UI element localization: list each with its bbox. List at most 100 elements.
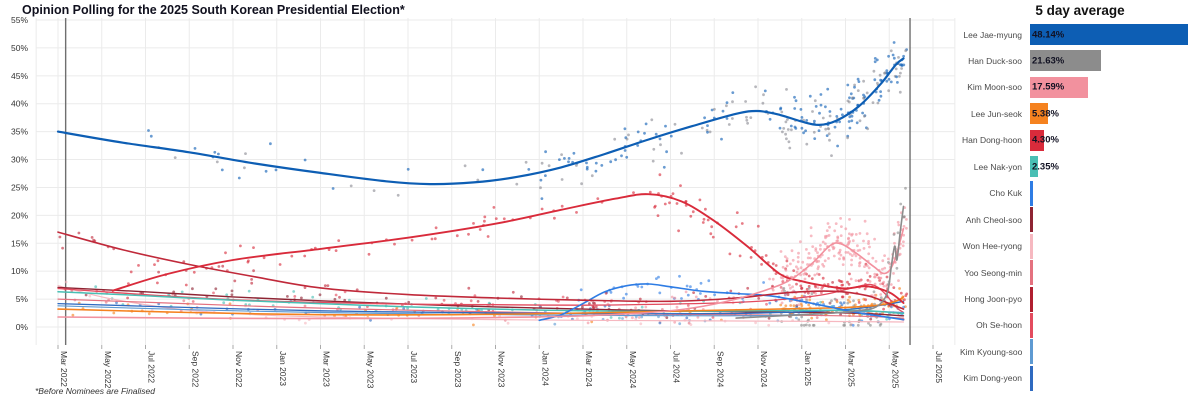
scatter-lee-jae-myung <box>147 41 908 201</box>
average-bar <box>1030 24 1188 45</box>
candidate-name: Oh Se-hoon <box>976 320 1022 331</box>
candidate-name: Han Duck-soo <box>968 55 1022 66</box>
average-bar <box>1030 260 1033 286</box>
x-tick-label: Jul 2024 <box>672 351 682 383</box>
average-value: 48.14% <box>1032 29 1065 40</box>
candidate-name: Lee Jun-seok <box>970 108 1022 119</box>
x-tick-label: Sep 2024 <box>715 351 725 388</box>
legend-row-han-duck-soo[interactable]: Han Duck-soo 21.63% <box>960 47 1200 74</box>
x-tick-label: Jul 2022 <box>147 351 157 383</box>
candidate-name: Lee Nak-yon <box>973 161 1022 172</box>
x-tick-label: Jul 2023 <box>409 351 419 383</box>
y-tick-label: 55% <box>11 15 28 25</box>
legend-row-lee-jae-myung[interactable]: Lee Jae-myung 48.14% <box>960 21 1200 48</box>
trend-line-lee-jae-myung <box>56 57 905 186</box>
legend-row-kim-kyoung-soo[interactable]: Kim Kyoung-soo <box>960 338 1200 365</box>
five-day-average-panel: 5 day average Lee Jae-myung 48.14% Han Duc… <box>960 0 1200 400</box>
average-bar <box>1030 365 1033 391</box>
y-tick-label: 0% <box>16 322 29 332</box>
average-bar <box>1030 233 1033 259</box>
legend-row-cho-kuk[interactable]: Cho Kuk <box>960 180 1200 207</box>
y-tick-label: 15% <box>11 238 28 248</box>
candidate-name: Anh Cheol-soo <box>965 214 1022 225</box>
legend-row-kim-dong-yeon[interactable]: Kim Dong-yeon <box>960 365 1200 392</box>
page-title: Opinion Polling for the 2025 South Korea… <box>22 3 405 17</box>
y-tick-label: 30% <box>11 155 28 165</box>
average-bar <box>1030 156 1038 178</box>
candidate-name: Yoo Seong-min <box>964 267 1022 278</box>
x-tick-label: Jan 2024 <box>540 351 550 386</box>
y-tick-label: 20% <box>11 210 28 220</box>
average-bar <box>1030 180 1033 206</box>
legend-row-lee-jun-seok[interactable]: Lee Jun-seok 5.38% <box>960 100 1200 127</box>
x-tick-label: Sep 2022 <box>190 351 200 388</box>
chart-gridlines <box>35 18 956 345</box>
average-bar <box>1030 312 1033 338</box>
scatter-han-dong-hoon <box>126 173 909 311</box>
average-bar <box>1030 129 1045 151</box>
trend-line-yoo-seong-min <box>57 298 905 319</box>
average-bar <box>1030 50 1101 72</box>
legend-row-won-hee-ryong[interactable]: Won Hee-ryong <box>960 233 1200 260</box>
x-tick-label: Jul 2025 <box>934 351 944 383</box>
legend-row-lee-nak-yon[interactable]: Lee Nak-yon 2.35% <box>960 153 1200 180</box>
trend-line-han-dong-hoon <box>111 193 905 304</box>
average-value: 17.59% <box>1032 81 1065 93</box>
candidate-name: Hong Joon-pyo <box>964 294 1022 304</box>
y-tick-label: 25% <box>11 182 28 192</box>
trend-line-hong-joon-pyo <box>57 231 905 310</box>
x-tick-label: Nov 2023 <box>497 351 507 388</box>
average-value: 2.35% <box>1032 161 1059 173</box>
x-tick-label: Mar 2022 <box>59 351 69 387</box>
x-tick-label: May 2023 <box>365 351 375 389</box>
candidate-name: Kim Dong-yeon <box>963 373 1022 384</box>
y-axis-labels: 0% 5% 10% 15% 20% 25% 30% 35% 40% 45% 50% 55% <box>11 15 28 332</box>
footnote: *Before Nominees are Finalised <box>35 386 156 396</box>
candidate-name: Lee Jae-myung <box>963 29 1022 40</box>
y-tick-label: 35% <box>11 127 28 137</box>
x-tick-label: Nov 2022 <box>234 351 244 388</box>
average-bar <box>1030 207 1033 233</box>
average-bar <box>1030 76 1088 98</box>
x-tick-label: May 2024 <box>628 351 638 389</box>
x-tick-label: Nov 2024 <box>759 351 769 388</box>
x-tick-label: Mar 2025 <box>847 351 857 387</box>
trend-line-anh-cheol-soo <box>57 286 905 317</box>
legend-row-kim-moon-soo[interactable]: Kim Moon-soo 17.59% <box>960 74 1200 101</box>
y-tick-label: 10% <box>11 266 28 276</box>
trend-line-kim-moon-soo <box>57 228 905 320</box>
average-value: 5.38% <box>1032 108 1059 120</box>
x-tick-label: May 2022 <box>103 351 113 389</box>
candidate-name: Han Dong-hoon <box>961 135 1022 146</box>
candidate-name: Kim Moon-soo <box>967 82 1022 93</box>
y-tick-label: 5% <box>16 294 29 304</box>
trend-line-han-duck-soo <box>735 205 905 319</box>
y-tick-label: 50% <box>11 43 28 53</box>
x-axis-labels: Mar 2022 May 2022 Jul 2022 Sep 2022 Nov 2022… <box>57 345 944 389</box>
legend-row-han-dong-hoon[interactable]: Han Dong-hoon 4.30% <box>960 127 1200 154</box>
trend-lines <box>56 57 905 323</box>
average-value: 21.63% <box>1032 55 1065 67</box>
x-tick-label: Jan 2025 <box>803 351 813 386</box>
polling-chart-canvas: 0% 5% 10% 15% 20% 25% 30% 35% 40% 45% 50% 55% Mar 2… <box>11 15 956 389</box>
election-marker-lines <box>64 18 911 345</box>
x-tick-label: Mar 2023 <box>322 351 332 387</box>
trend-line-lee-nak-yon <box>57 291 905 315</box>
x-tick-label: Jan 2023 <box>278 351 288 386</box>
candidate-name: Cho Kuk <box>989 188 1022 199</box>
average-value: 4.30% <box>1032 134 1059 146</box>
y-tick-label: 45% <box>11 71 28 81</box>
legend-row-anh-cheol-soo[interactable]: Anh Cheol-soo <box>960 206 1200 233</box>
legend-title: 5 day average <box>1035 3 1125 18</box>
x-tick-label: Sep 2023 <box>453 351 463 388</box>
average-bar <box>1030 286 1033 312</box>
legend-row-yoo-seong-min[interactable]: Yoo Seong-min <box>960 259 1200 286</box>
y-tick-label: 40% <box>11 99 28 109</box>
legend-row-hong-joon-pyo[interactable]: Hong Joon-pyo <box>960 286 1200 313</box>
average-bar <box>1030 103 1048 125</box>
average-bar <box>1030 339 1033 365</box>
legend-row-oh-se-hoon[interactable]: Oh Se-hoon <box>960 312 1200 339</box>
candidate-name: Won Hee-ryong <box>962 241 1022 252</box>
x-tick-label: Mar 2024 <box>584 351 594 387</box>
